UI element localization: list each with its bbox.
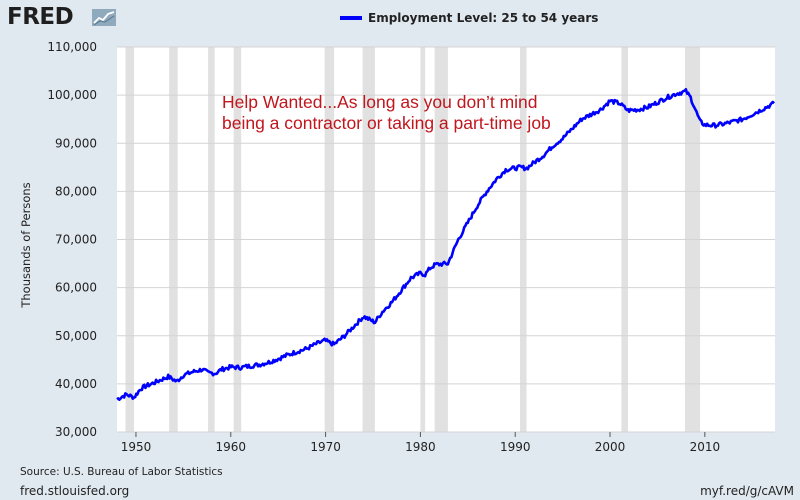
- legend-label: Employment Level: 25 to 54 years: [368, 11, 599, 25]
- y-tick-label: 70,000: [55, 233, 97, 247]
- chart-legend: Employment Level: 25 to 54 years: [340, 11, 598, 25]
- x-tick-label: 1950: [121, 440, 152, 454]
- y-tick-label: 100,000: [47, 88, 97, 102]
- x-tick-label: 1990: [500, 440, 531, 454]
- y-tick-label: 40,000: [55, 377, 97, 391]
- annotation-line-1: Help Wanted...As long as you don’t mind: [222, 92, 538, 112]
- fred-logo: FRED: [7, 4, 74, 30]
- legend-swatch: [340, 16, 362, 20]
- series-line-0: [116, 88, 776, 402]
- x-tick-label: 1970: [310, 440, 341, 454]
- x-tick-label: 2010: [690, 440, 721, 454]
- y-tick-label: 60,000: [55, 281, 97, 295]
- y-tick-label: 30,000: [55, 425, 97, 439]
- y-axis-label: Thousands of Persons: [19, 182, 33, 308]
- x-tick-label: 2000: [595, 440, 626, 454]
- site-link[interactable]: fred.stlouisfed.org: [20, 484, 130, 498]
- short-url-link[interactable]: myf.red/g/cAVM: [700, 484, 794, 498]
- x-tick-label: 1960: [216, 440, 247, 454]
- chart-annotation: Help Wanted...As long as you don’t mind …: [222, 92, 551, 134]
- y-tick-label: 50,000: [55, 329, 97, 343]
- y-tick-label: 90,000: [55, 136, 97, 150]
- x-tick-label: 1980: [405, 440, 436, 454]
- y-tick-label: 110,000: [47, 40, 97, 54]
- y-tick-label: 80,000: [55, 184, 97, 198]
- annotation-line-2: being a contractor or taking a part-time…: [222, 113, 551, 133]
- source-note: Source: U.S. Bureau of Labor Statistics: [20, 466, 223, 478]
- line-graph-icon: [92, 9, 116, 26]
